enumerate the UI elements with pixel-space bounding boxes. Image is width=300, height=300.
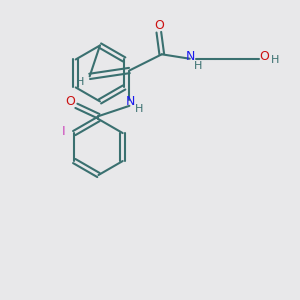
Text: H: H [194, 61, 202, 71]
Text: H: H [76, 77, 84, 87]
Text: N: N [186, 50, 195, 64]
Text: O: O [154, 19, 164, 32]
Text: O: O [259, 50, 269, 64]
Text: H: H [271, 56, 279, 65]
Text: I: I [62, 125, 66, 138]
Text: H: H [135, 104, 144, 114]
Text: N: N [125, 95, 135, 108]
Text: O: O [65, 95, 75, 108]
